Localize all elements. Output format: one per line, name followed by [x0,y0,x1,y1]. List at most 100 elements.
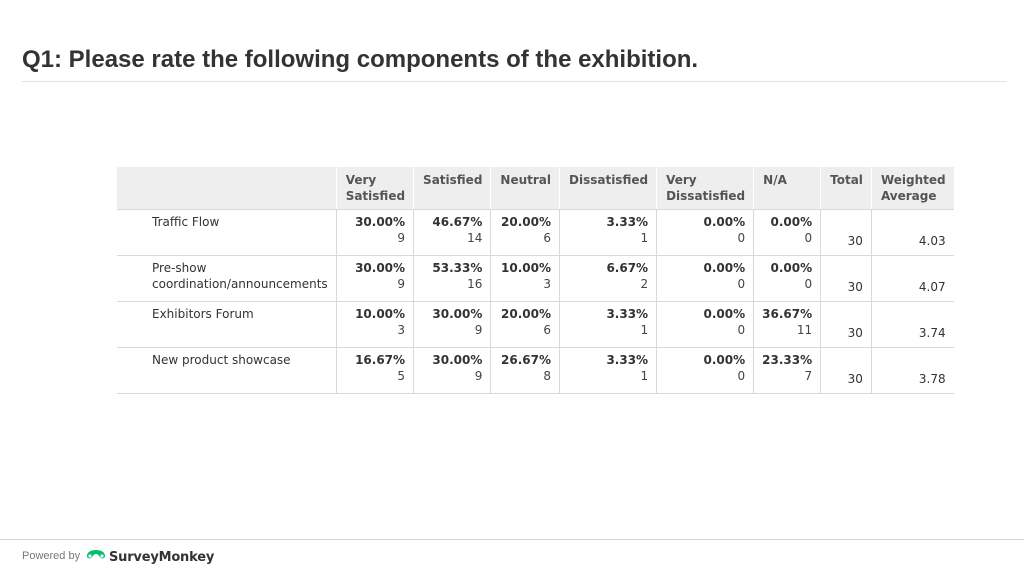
header-empty [117,167,337,210]
header-total: Total [820,167,872,210]
header-very-satisfied-line1: Very [345,173,377,187]
cell-percent: 36.67% [762,307,813,321]
cell-weighted-average: 3.78 [870,347,954,394]
table-row: Exhibitors Forum 10.00% 3 30.00% 9 20.00% 6… [117,301,954,348]
cell-count: 9 [474,369,483,383]
cell-very-dissatisfied: 0.00% 0 [656,209,754,256]
cell-percent: 3.33% [606,215,649,229]
cell-count: 16 [467,277,483,291]
cell-percent: 0.00% [770,261,813,275]
cell-very-dissatisfied: 0.00% 0 [656,255,754,302]
cell-very-satisfied: 16.67% 5 [335,347,414,394]
cell-count: 2 [640,277,649,291]
header-very-dissatisfied-line2: Dissatisfied [666,189,746,203]
cell-neutral: 20.00% 6 [490,209,560,256]
header-dissatisfied: Dissatisfied [558,167,657,210]
cell-percent: 16.67% [355,353,406,367]
cell-na: 23.33% 7 [753,347,821,394]
table-row: Pre-show coordination/announcements 30.00… [117,255,954,302]
row-label: Pre-show coordination/announcements [117,255,337,302]
cell-count: 9 [397,231,406,245]
title-divider [22,81,1007,82]
cell-weighted-average: 4.03 [870,209,954,256]
cell-very-dissatisfied: 0.00% 0 [656,301,754,348]
cell-percent: 20.00% [501,307,551,321]
header-neutral: Neutral [490,167,560,210]
cell-percent: 20.00% [501,215,551,229]
cell-percent: 30.00% [432,353,483,367]
cell-dissatisfied: 3.33% 1 [558,347,657,394]
cell-count: 0 [737,231,746,245]
cell-satisfied: 30.00% 9 [413,347,491,394]
cell-total: 30 [820,255,872,302]
header-very-dissatisfied: Very Dissatisfied [656,167,754,210]
cell-percent: 10.00% [501,261,551,275]
cell-count: 0 [737,323,746,337]
cell-count: 11 [796,323,813,337]
cell-dissatisfied: 6.67% 2 [558,255,657,302]
cell-count: 1 [640,231,649,245]
cell-percent: 0.00% [770,215,813,229]
cell-percent: 30.00% [355,261,406,275]
surveymonkey-logo-icon [86,548,106,566]
cell-very-satisfied: 30.00% 9 [335,209,414,256]
cell-very-satisfied: 30.00% 9 [335,255,414,302]
page-title: Q1: Please rate the following components… [22,46,699,73]
row-label-line: Exhibitors Forum [152,307,254,321]
cell-percent: 23.33% [762,353,813,367]
cell-count: 1 [640,323,649,337]
header-weighted-average-line1: Weighted [880,173,946,187]
cell-neutral: 26.67% 8 [490,347,560,394]
cell-percent: 0.00% [703,307,746,321]
cell-percent: 6.67% [606,261,649,275]
cell-count: 6 [543,323,551,337]
cell-count: 8 [543,369,551,383]
cell-percent: 3.33% [606,353,649,367]
cell-count: 7 [804,369,813,383]
cell-na: 36.67% 11 [753,301,821,348]
cell-count: 3 [543,277,551,291]
header-very-satisfied-line2: Satisfied [345,189,406,203]
cell-count: 0 [737,277,746,291]
row-label-line: coordination/announcements [152,277,328,291]
cell-count: 9 [397,277,406,291]
cell-satisfied: 53.33% 16 [413,255,491,302]
cell-count: 14 [467,231,483,245]
row-label-line: Pre-show [152,261,207,275]
cell-percent: 0.00% [703,353,746,367]
header-weighted-average: Weighted Average [870,167,954,210]
row-label: Exhibitors Forum [117,301,337,348]
table-row: Traffic Flow 30.00% 9 46.67% 14 20.00% 6 3.… [117,209,954,256]
cell-percent: 3.33% [606,307,649,321]
cell-count: 1 [640,369,649,383]
cell-count: 0 [737,369,746,383]
row-label-line: New product showcase [152,353,291,367]
cell-weighted-average: 3.74 [870,301,954,348]
brand-name: SurveyMonkey [109,549,215,565]
table-row: New product showcase 16.67% 5 30.00% 9 26.… [117,347,954,394]
cell-count: 0 [804,231,813,245]
header-very-satisfied: Very Satisfied [335,167,414,210]
cell-very-satisfied: 10.00% 3 [335,301,414,348]
cell-satisfied: 30.00% 9 [413,301,491,348]
cell-total: 30 [820,347,872,394]
cell-percent: 10.00% [355,307,406,321]
cell-percent: 30.00% [355,215,406,229]
header-satisfied: Satisfied [413,167,491,210]
cell-percent: 53.33% [432,261,483,275]
brand-logo: SurveyMonkey [86,547,214,567]
cell-neutral: 20.00% 6 [490,301,560,348]
header-very-dissatisfied-line1: Very [666,173,697,187]
row-label: New product showcase [117,347,337,394]
powered-by-label: Powered by [22,550,81,562]
cell-count: 9 [474,323,483,337]
cell-na: 0.00% 0 [753,255,821,302]
footer-divider [0,539,1024,540]
row-label-line: Traffic Flow [152,215,220,229]
cell-dissatisfied: 3.33% 1 [558,301,657,348]
cell-count: 0 [804,277,813,291]
cell-weighted-average: 4.07 [870,255,954,302]
header-weighted-average-line2: Average [880,189,937,203]
cell-very-dissatisfied: 0.00% 0 [656,347,754,394]
cell-count: 3 [397,323,406,337]
